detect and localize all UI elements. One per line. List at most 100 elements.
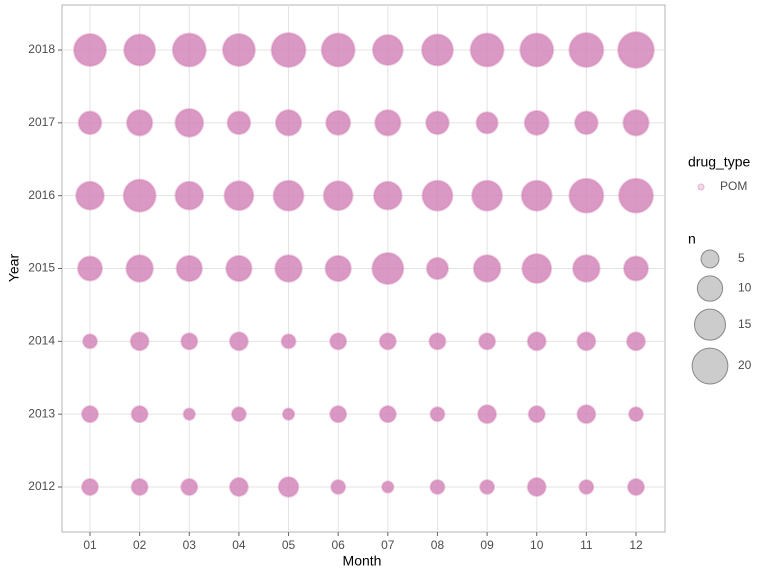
x-tick-label: 02 <box>133 538 147 552</box>
bubble <box>281 407 296 421</box>
bubble <box>180 478 199 496</box>
x-tick-label: 06 <box>332 538 346 552</box>
bubble <box>374 109 402 137</box>
bubble <box>568 177 605 214</box>
bubble <box>628 406 644 423</box>
bubble <box>272 179 305 212</box>
y-tick-label: 2016 <box>28 188 55 202</box>
bubble <box>174 107 205 138</box>
bubble <box>475 111 499 135</box>
bubble <box>75 180 105 211</box>
bubble <box>576 404 597 425</box>
bubble <box>228 331 249 352</box>
bubble <box>526 477 547 497</box>
bubble <box>228 477 249 497</box>
bubble <box>478 332 497 351</box>
x-tick-label: 04 <box>232 538 246 552</box>
bubble <box>520 179 553 212</box>
bubble <box>371 252 405 285</box>
bubble <box>381 480 395 494</box>
bubble <box>125 254 154 283</box>
legend-label: 15 <box>738 317 752 331</box>
bubble <box>174 180 205 211</box>
bubble <box>324 254 352 283</box>
legend-size <box>691 347 729 385</box>
bubble <box>576 331 597 352</box>
bubble <box>425 256 450 281</box>
legend-size <box>700 249 720 269</box>
legend-label: 5 <box>738 251 745 265</box>
bubble <box>223 180 255 212</box>
bubble <box>626 331 646 352</box>
bubble <box>122 178 157 213</box>
legend-label: 10 <box>738 281 752 295</box>
bubble <box>429 479 446 495</box>
bubble <box>378 332 397 351</box>
bubble <box>280 333 297 350</box>
x-tick-label: 10 <box>530 538 544 552</box>
bubble <box>372 180 403 211</box>
legend-title: drug_type <box>688 154 750 170</box>
bubble <box>81 478 99 496</box>
bubble <box>618 177 654 214</box>
legend-key <box>697 183 705 191</box>
bubble <box>521 253 553 284</box>
bubble <box>130 405 149 424</box>
bubble <box>221 33 256 67</box>
bubble <box>617 31 655 69</box>
bubble <box>425 110 450 136</box>
bubble <box>277 476 300 498</box>
bubble <box>322 180 354 212</box>
x-tick-label: 03 <box>183 538 197 552</box>
bubble <box>77 110 103 136</box>
bubble <box>568 32 605 68</box>
bubble <box>129 331 150 352</box>
bubble <box>274 254 303 283</box>
bubble <box>469 32 505 68</box>
bubble <box>378 405 397 424</box>
bubble <box>578 479 595 495</box>
y-tick-label: 2018 <box>28 42 55 56</box>
bubble <box>274 109 303 137</box>
bubble <box>81 405 99 424</box>
y-axis-title: Year <box>6 254 22 283</box>
y-tick-label: 2017 <box>28 115 55 129</box>
bubble <box>329 332 348 351</box>
bubble <box>125 109 154 137</box>
bubble <box>180 332 199 351</box>
legend-label: POM <box>720 179 747 193</box>
y-tick-label: 2014 <box>28 334 55 348</box>
bubble <box>572 254 601 283</box>
bubble <box>325 109 352 136</box>
y-tick-label: 2015 <box>28 261 55 275</box>
bubble <box>330 479 347 495</box>
bubble <box>130 478 149 496</box>
bubble <box>622 109 650 137</box>
bubble <box>77 255 103 282</box>
bubble <box>477 404 498 425</box>
bubble <box>421 179 454 212</box>
bubble <box>479 479 496 495</box>
bubble <box>182 407 196 421</box>
bubble <box>519 32 555 68</box>
x-tick-label: 09 <box>480 538 494 552</box>
x-tick-label: 12 <box>629 538 643 552</box>
y-tick-label: 2012 <box>28 479 55 493</box>
bubble <box>73 33 107 67</box>
legend-title: n <box>688 231 696 247</box>
bubble <box>627 478 645 496</box>
bubble <box>428 332 447 351</box>
legend-size <box>694 308 726 341</box>
bubble <box>270 32 307 68</box>
x-tick-label: 08 <box>431 538 445 552</box>
bubble <box>527 405 546 424</box>
bubble <box>329 405 348 424</box>
bubble <box>175 254 203 283</box>
bubble <box>123 33 157 67</box>
bubble <box>574 110 599 136</box>
bubble <box>623 255 649 282</box>
bubble <box>420 33 454 67</box>
x-tick-label: 05 <box>282 538 296 552</box>
bubble <box>320 32 356 68</box>
